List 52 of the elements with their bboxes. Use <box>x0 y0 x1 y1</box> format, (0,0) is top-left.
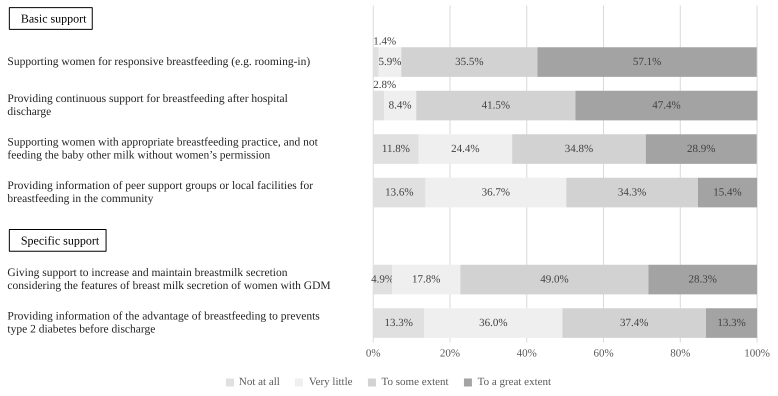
x-tick-label: 20% <box>440 348 460 360</box>
legend-label: Not at all <box>238 376 280 388</box>
data-label: 36.7% <box>482 186 510 199</box>
bar <box>706 308 758 338</box>
y-tick-label: Providing continuous support for breastfeeding after hospital discharge <box>7 93 288 118</box>
data-label: 49.0% <box>540 274 569 286</box>
data-label: 34.8% <box>564 143 594 156</box>
legend-label: Very little <box>308 376 353 388</box>
data-label: 1.4% <box>373 36 396 48</box>
bar <box>425 178 566 208</box>
data-label: 37.4% <box>620 317 648 330</box>
legend-label: To a great extent <box>478 376 552 388</box>
bar <box>538 47 757 77</box>
data-label: 17.8% <box>412 274 440 286</box>
legend-label: To some extent <box>382 376 449 388</box>
bar <box>392 264 460 294</box>
data-label: 47.4% <box>652 100 681 112</box>
bar <box>576 90 758 120</box>
data-label: 57.1% <box>632 56 662 68</box>
text: Basic support <box>20 12 88 26</box>
x-tick-label: 40% <box>516 348 537 360</box>
data-label: 11.8% <box>382 143 410 156</box>
data-label: 41.5% <box>482 100 510 112</box>
data-label: 24.4% <box>451 143 480 156</box>
bar <box>418 134 512 164</box>
x-tick-label: 80% <box>670 348 690 360</box>
data-label: 13.3% <box>384 317 413 330</box>
bar <box>646 134 757 164</box>
y-tick-label: Supporting women with appropriate breastfeeding practice, and not feeding the baby other milk without women’s permission <box>7 136 319 162</box>
y-tick-label: Providing information of the advantage of breastfeeding to prevents type 2 diabetes before discharge <box>7 310 320 336</box>
data-label: 28.3% <box>688 274 717 286</box>
data-label: 5.9% <box>378 56 402 68</box>
data-label: 35.5% <box>455 56 484 68</box>
x-tick-label: 0% <box>366 348 381 360</box>
text: Specific support <box>20 233 100 248</box>
bar <box>698 178 758 208</box>
x-tick-label: 60% <box>593 348 614 360</box>
data-label: 2.8% <box>373 79 396 92</box>
data-label: 34.3% <box>618 186 646 199</box>
data-label: 13.6% <box>385 186 414 199</box>
data-label: 28.9% <box>687 143 716 156</box>
y-tick-label: Supporting women for responsive breastfeeding (e.g. rooming-in) <box>7 56 310 68</box>
bar <box>648 264 758 294</box>
x-tick-label: 100% <box>744 348 770 360</box>
bar <box>424 308 562 338</box>
data-label: 36.0% <box>479 317 508 330</box>
data-label: 8.4% <box>388 100 412 112</box>
y-tick-label: Giving support to increase and maintain breastmilk secretion considering the features of breast milk secretion of women with GDM <box>7 267 331 292</box>
bar <box>384 90 416 120</box>
data-label: 13.3% <box>717 317 746 330</box>
y-tick-label: Providing information of peer support groups or local facilities for breastfeeding in the community <box>7 180 314 206</box>
data-label: 15.4% <box>713 186 742 199</box>
